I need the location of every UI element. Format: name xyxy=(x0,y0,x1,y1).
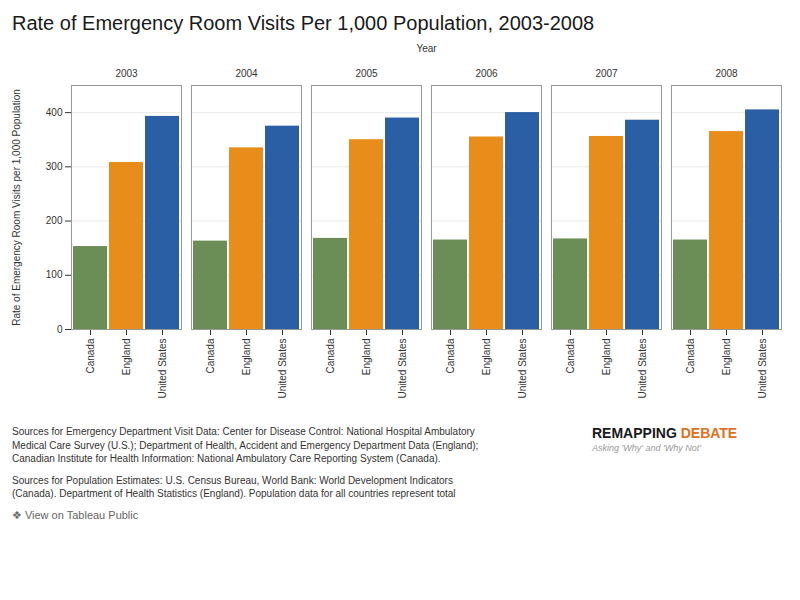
svg-text:Canada: Canada xyxy=(445,338,456,373)
html-text:❖ View on Tableau Public: ❖ View on Tableau Public xyxy=(12,508,139,521)
svg-text:100: 100 xyxy=(46,269,63,280)
svg-text:2008: 2008 xyxy=(715,68,738,79)
svg-text:England: England xyxy=(361,339,372,376)
svg-text:2005: 2005 xyxy=(355,68,378,79)
svg-text:2006: 2006 xyxy=(475,68,498,79)
html-text:Sources for Population Estimat: Sources for Population Estimates: U.S. C… xyxy=(12,474,456,499)
svg-text:United States: United States xyxy=(157,339,168,399)
svg-text:England: England xyxy=(241,339,252,376)
svg-text:United States: United States xyxy=(517,339,528,399)
html-text:REMAPPING DEBATE: REMAPPING DEBATE xyxy=(592,425,738,441)
svg-text:England: England xyxy=(721,339,732,376)
svg-text:Canada: Canada xyxy=(685,338,696,373)
html-text:Sources for Emergency Departme: Sources for Emergency Department Visit D… xyxy=(12,426,479,464)
svg-text:Canada: Canada xyxy=(325,338,336,373)
svg-text:400: 400 xyxy=(46,107,63,118)
svg-text:2007: 2007 xyxy=(595,68,618,79)
svg-text:United States: United States xyxy=(277,339,288,399)
svg-text:Year: Year xyxy=(416,43,437,54)
svg-text:England: England xyxy=(601,339,612,376)
svg-text:300: 300 xyxy=(46,161,63,172)
svg-text:Rate of Emergency Room Visits: Rate of Emergency Room Visits per 1,000 … xyxy=(11,89,22,326)
svg-text:Canada: Canada xyxy=(85,338,96,373)
svg-text:United States: United States xyxy=(757,339,768,399)
svg-text:United States: United States xyxy=(397,339,408,399)
html-text:Rate of Emergency Room Visits: Rate of Emergency Room Visits Per 1,000 … xyxy=(12,12,595,34)
svg-text:Canada: Canada xyxy=(205,338,216,373)
svg-text:England: England xyxy=(481,339,492,376)
svg-text:200: 200 xyxy=(46,215,63,226)
svg-text:England: England xyxy=(121,339,132,376)
svg-text:2004: 2004 xyxy=(235,68,258,79)
svg-text:Canada: Canada xyxy=(565,338,576,373)
svg-text:United States: United States xyxy=(637,339,648,399)
html-text:Asking 'Why' and 'Why Not': Asking 'Why' and 'Why Not' xyxy=(592,443,701,453)
svg-text:2003: 2003 xyxy=(115,68,138,79)
svg-text:0: 0 xyxy=(57,324,63,335)
